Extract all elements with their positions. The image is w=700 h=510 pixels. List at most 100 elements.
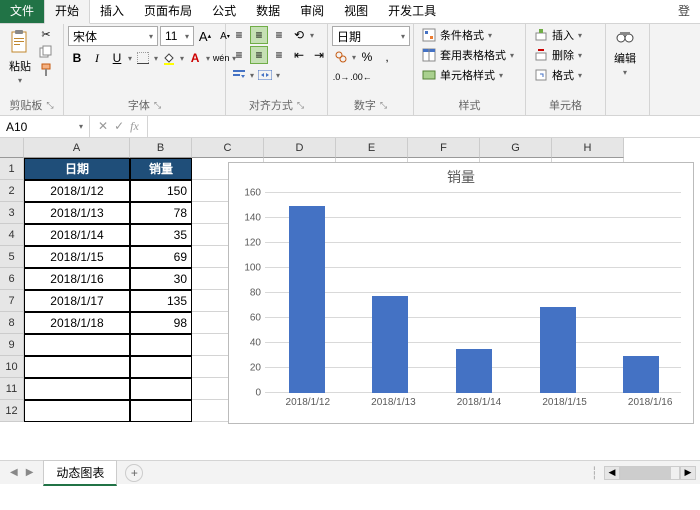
column-header[interactable]: E — [336, 138, 408, 158]
row-header[interactable]: 11 — [0, 378, 24, 400]
tab-view[interactable]: 视图 — [334, 0, 378, 23]
cell[interactable]: 2018/1/12 — [24, 180, 130, 202]
cell[interactable] — [130, 356, 192, 378]
sheet-nav-next-icon[interactable]: ▶ — [26, 467, 34, 478]
scroll-left-icon[interactable]: ◀ — [604, 466, 620, 480]
login-link[interactable]: 登 — [668, 0, 700, 23]
column-header[interactable]: B — [130, 138, 192, 158]
tab-home[interactable]: 开始 — [44, 0, 90, 24]
border-button[interactable] — [134, 49, 152, 67]
tab-file[interactable]: 文件 — [0, 0, 44, 23]
row-header[interactable]: 4 — [0, 224, 24, 246]
tab-formula[interactable]: 公式 — [202, 0, 246, 23]
font-name-select[interactable]: 宋体▾ — [68, 26, 158, 46]
cell[interactable]: 98 — [130, 312, 192, 334]
row-header[interactable]: 5 — [0, 246, 24, 268]
tab-layout[interactable]: 页面布局 — [134, 0, 202, 23]
row-header[interactable]: 8 — [0, 312, 24, 334]
align-top-icon[interactable]: ≡ — [230, 26, 248, 44]
format-cells-button[interactable]: 格式▾ — [530, 66, 586, 84]
dialog-launcher-icon[interactable]: ⤡ — [380, 100, 387, 111]
italic-button[interactable]: I — [88, 49, 106, 67]
cell[interactable]: 2018/1/18 — [24, 312, 130, 334]
cell[interactable] — [130, 400, 192, 422]
cancel-formula-icon[interactable]: ✕ — [98, 119, 108, 134]
cell-style-button[interactable]: 单元格样式▾ — [418, 66, 507, 84]
font-size-select[interactable]: 11▾ — [160, 26, 194, 46]
indent-left-icon[interactable]: ⇤ — [290, 46, 308, 64]
cut-icon[interactable]: ✂ — [38, 26, 54, 42]
tab-data[interactable]: 数据 — [246, 0, 290, 23]
fx-icon[interactable]: fx — [130, 119, 139, 134]
dialog-launcher-icon[interactable]: ⤡ — [154, 100, 161, 111]
scroll-right-icon[interactable]: ▶ — [680, 466, 696, 480]
row-header[interactable]: 7 — [0, 290, 24, 312]
cell[interactable]: 35 — [130, 224, 192, 246]
enter-formula-icon[interactable]: ✓ — [114, 119, 124, 134]
cell[interactable]: 2018/1/17 — [24, 290, 130, 312]
align-bottom-icon[interactable]: ≡ — [270, 26, 288, 44]
formula-bar[interactable] — [147, 116, 700, 137]
increase-decimal-icon[interactable]: .0→ — [332, 68, 350, 86]
cell[interactable]: 日期 — [24, 158, 130, 180]
column-header[interactable]: G — [480, 138, 552, 158]
conditional-format-button[interactable]: 条件格式▾ — [418, 26, 496, 44]
merge-cells-icon[interactable] — [256, 66, 274, 84]
cell[interactable]: 30 — [130, 268, 192, 290]
accounting-format-icon[interactable] — [332, 48, 350, 66]
fill-color-button[interactable] — [160, 49, 178, 67]
align-center-icon[interactable]: ≡ — [250, 46, 268, 64]
add-sheet-button[interactable]: + — [125, 464, 143, 482]
decrease-decimal-icon[interactable]: .00← — [352, 68, 370, 86]
find-button[interactable]: 编辑 ▾ — [610, 26, 640, 79]
cell[interactable] — [24, 334, 130, 356]
sheet-nav-prev-icon[interactable]: ◀ — [10, 467, 18, 478]
font-color-button[interactable]: A — [186, 49, 204, 67]
tab-review[interactable]: 审阅 — [290, 0, 334, 23]
cell[interactable]: 150 — [130, 180, 192, 202]
format-painter-icon[interactable] — [38, 62, 54, 78]
row-header[interactable]: 3 — [0, 202, 24, 224]
column-header[interactable]: A — [24, 138, 130, 158]
chart-object[interactable]: 销量 020406080100120140160 2018/1/122018/1… — [228, 162, 694, 424]
copy-icon[interactable] — [38, 44, 54, 60]
row-header[interactable]: 1 — [0, 158, 24, 180]
wrap-text-icon[interactable] — [230, 66, 248, 84]
row-header[interactable]: 12 — [0, 400, 24, 422]
column-header[interactable]: H — [552, 138, 624, 158]
percent-format-icon[interactable]: % — [358, 48, 376, 66]
cell[interactable] — [24, 400, 130, 422]
cell[interactable]: 2018/1/14 — [24, 224, 130, 246]
name-box[interactable]: A10▾ — [0, 116, 90, 137]
insert-cells-button[interactable]: 插入▾ — [530, 26, 586, 44]
row-header[interactable]: 9 — [0, 334, 24, 356]
column-header[interactable]: F — [408, 138, 480, 158]
column-header[interactable]: D — [264, 138, 336, 158]
orientation-icon[interactable]: ⟲ — [290, 26, 308, 44]
table-format-button[interactable]: 套用表格格式▾ — [418, 46, 518, 64]
cell[interactable]: 78 — [130, 202, 192, 224]
underline-button[interactable]: U — [108, 49, 126, 67]
select-all-corner[interactable] — [0, 138, 24, 158]
tab-insert[interactable]: 插入 — [90, 0, 134, 23]
sheet-tab[interactable]: 动态图表 — [43, 460, 117, 486]
dialog-launcher-icon[interactable]: ⤡ — [297, 100, 304, 111]
increase-font-icon[interactable]: A▴ — [196, 27, 214, 45]
cell[interactable]: 2018/1/16 — [24, 268, 130, 290]
comma-format-icon[interactable]: , — [378, 48, 396, 66]
delete-cells-button[interactable]: 删除▾ — [530, 46, 586, 64]
align-left-icon[interactable]: ≡ — [230, 46, 248, 64]
indent-right-icon[interactable]: ⇥ — [310, 46, 328, 64]
align-middle-icon[interactable]: ≡ — [250, 26, 268, 44]
row-header[interactable]: 6 — [0, 268, 24, 290]
cell[interactable]: 135 — [130, 290, 192, 312]
cell[interactable] — [24, 378, 130, 400]
cell[interactable] — [24, 356, 130, 378]
column-header[interactable]: C — [192, 138, 264, 158]
align-right-icon[interactable]: ≡ — [270, 46, 288, 64]
cell[interactable]: 2018/1/15 — [24, 246, 130, 268]
cell[interactable]: 2018/1/13 — [24, 202, 130, 224]
cell[interactable] — [130, 378, 192, 400]
horizontal-scrollbar[interactable]: ┆ ◀ ▶ — [591, 466, 700, 480]
number-format-select[interactable]: 日期▾ — [332, 26, 410, 46]
